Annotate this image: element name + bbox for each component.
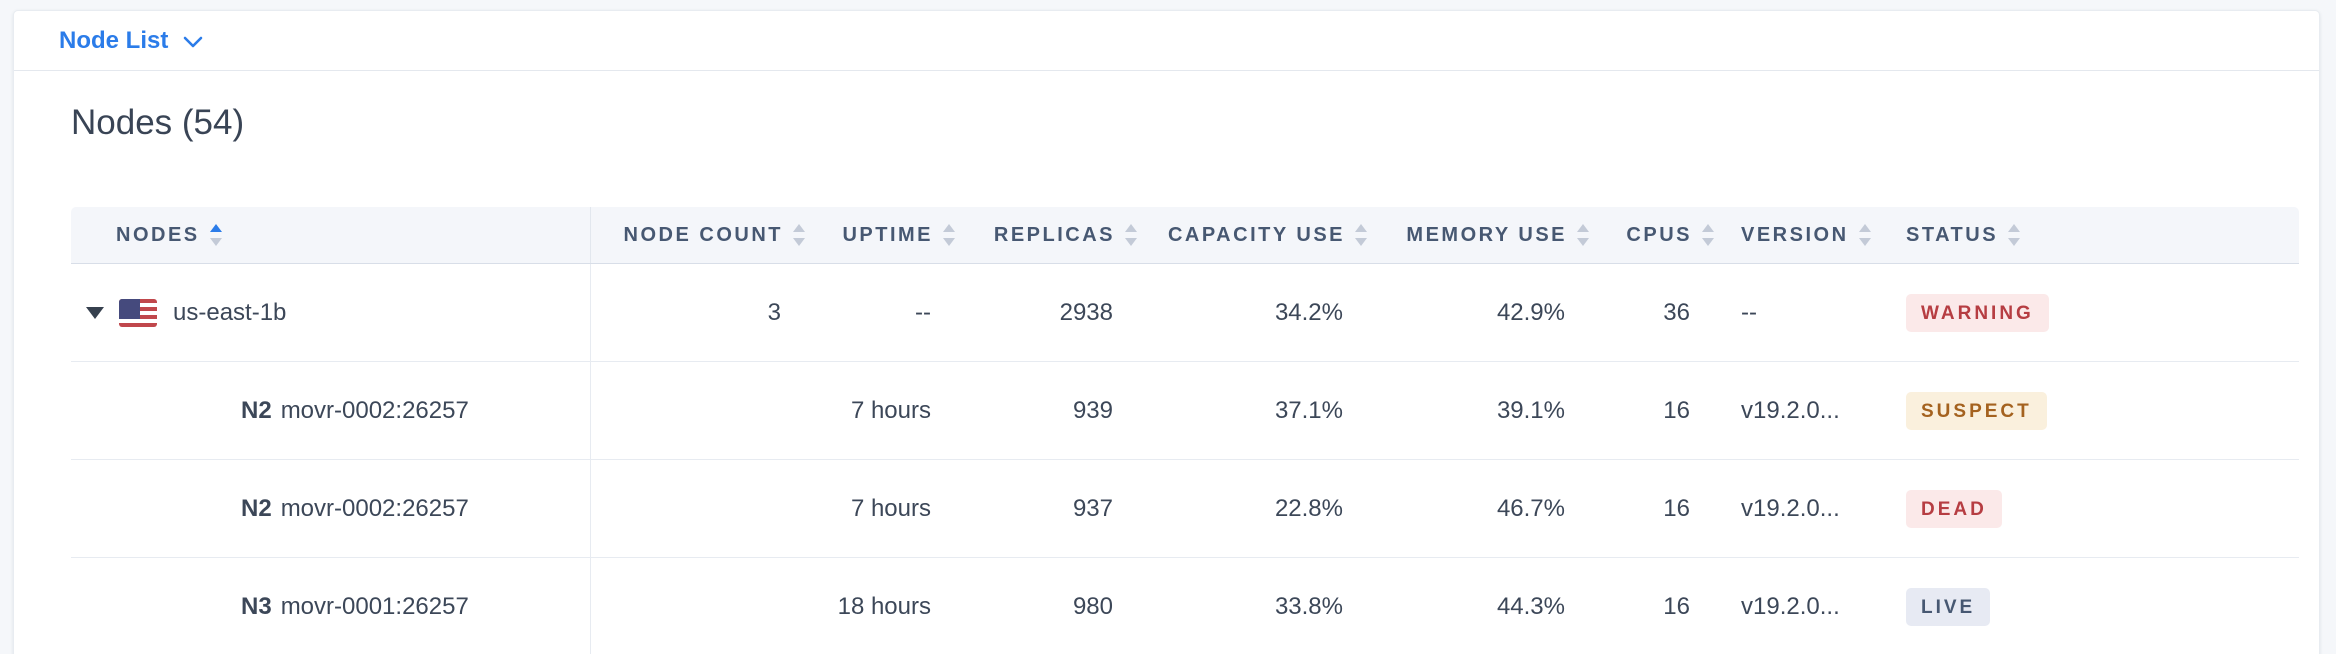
cpus-cell: 16 [1663, 592, 1690, 620]
uptime-cell: 7 hours [850, 494, 931, 522]
column-header-node-count[interactable]: NODE COUNT [591, 207, 806, 263]
node-id: N2 [241, 494, 272, 522]
sort-arrows-icon [209, 222, 223, 248]
column-header-label: VERSION [1741, 223, 1849, 246]
nodes-cell: N3 movr-0001:26257 [71, 558, 591, 654]
nodes-cell: N2 movr-0002:26257 [71, 460, 591, 557]
cpus-cell: 36 [1663, 298, 1690, 326]
sort-arrows-icon [1124, 222, 1138, 248]
memory-use-cell: 46.7% [1496, 494, 1565, 522]
column-header-label: STATUS [1906, 223, 1999, 246]
sort-arrows-icon [1354, 222, 1368, 248]
content-area: Nodes (54) NODES NODE COUNT UPTIME R [14, 101, 2319, 654]
node-list-card: Node List Nodes (54) NODES NODE COUNT [13, 10, 2320, 654]
sort-arrows-icon [1858, 222, 1872, 248]
version-cell: -- [1741, 298, 1757, 326]
status-badge: WARNING [1906, 293, 2049, 332]
nodes-cell: N2 movr-0002:26257 [71, 362, 591, 459]
status-badge: LIVE [1906, 587, 1991, 626]
status-badge: SUSPECT [1906, 391, 2047, 430]
nodes-cell: us-east-1b [71, 264, 591, 361]
column-header-uptime[interactable]: UPTIME [806, 207, 956, 263]
uptime-cell: 18 hours [837, 592, 931, 620]
column-header-label: CAPACITY USE [1167, 223, 1345, 246]
table-row[interactable]: N3 movr-0001:26257 18 hours 980 33.8% 44… [71, 558, 2299, 654]
table-row[interactable]: N2 movr-0002:26257 7 hours 939 37.1% 39.… [71, 362, 2299, 460]
replicas-cell: 2938 [1059, 298, 1113, 326]
table-row[interactable]: N2 movr-0002:26257 7 hours 937 22.8% 46.… [71, 460, 2299, 558]
status-cell: DEAD [1850, 489, 2299, 528]
cpus-cell: 16 [1663, 494, 1690, 522]
sort-arrows-icon [942, 222, 956, 248]
memory-use-cell: 39.1% [1496, 396, 1565, 424]
capacity-use-cell: 37.1% [1274, 396, 1343, 424]
column-header-label: UPTIME [842, 223, 933, 246]
page-title: Nodes (54) [71, 103, 245, 142]
us-flag-icon [119, 298, 157, 327]
node-name: movr-0001:26257 [280, 592, 469, 620]
version-cell: v19.2.0... [1741, 592, 1840, 620]
node-id: N2 [241, 396, 272, 424]
expand-caret-icon[interactable] [86, 306, 104, 319]
column-header-label: MEMORY USE [1406, 223, 1567, 246]
version-cell: v19.2.0... [1741, 494, 1840, 522]
replicas-cell: 937 [1072, 494, 1113, 522]
status-cell: LIVE [1850, 587, 2299, 626]
view-selector-label: Node List [59, 26, 169, 54]
sort-arrows-icon [2007, 222, 2021, 248]
sort-arrows-icon [792, 222, 806, 248]
capacity-use-cell: 34.2% [1274, 298, 1343, 326]
status-badge: DEAD [1906, 489, 2002, 528]
table-row[interactable]: us-east-1b 3 -- 2938 34.2% 42.9% 36 -- W… [71, 264, 2299, 362]
replicas-cell: 980 [1072, 592, 1113, 620]
status-cell: SUSPECT [1850, 391, 2299, 430]
table-header-row: NODES NODE COUNT UPTIME REPLICAS [71, 207, 2299, 264]
column-header-status[interactable]: STATUS [1850, 207, 2299, 263]
node-name: us-east-1b [173, 298, 287, 326]
column-header-label: NODES [116, 223, 200, 246]
column-header-replicas[interactable]: REPLICAS [956, 207, 1138, 263]
node-count-cell: 3 [767, 298, 781, 326]
memory-use-cell: 42.9% [1496, 298, 1565, 326]
node-name: movr-0002:26257 [280, 396, 469, 424]
topbar: Node List [14, 11, 2319, 71]
column-header-label: CPUS [1626, 223, 1692, 246]
column-header-label: NODE COUNT [623, 223, 783, 246]
column-header-capacity-use[interactable]: CAPACITY USE [1138, 207, 1368, 263]
column-header-cpus[interactable]: CPUS [1590, 207, 1715, 263]
capacity-use-cell: 22.8% [1274, 494, 1343, 522]
uptime-cell: 7 hours [850, 396, 931, 424]
memory-use-cell: 44.3% [1496, 592, 1565, 620]
nodes-table: NODES NODE COUNT UPTIME REPLICAS [71, 207, 2299, 654]
column-header-memory-use[interactable]: MEMORY USE [1368, 207, 1590, 263]
column-header-version[interactable]: VERSION [1715, 207, 1871, 263]
uptime-cell: -- [915, 298, 931, 326]
version-cell: v19.2.0... [1741, 396, 1840, 424]
replicas-cell: 939 [1072, 396, 1113, 424]
status-cell: WARNING [1850, 293, 2299, 332]
node-id: N3 [241, 592, 272, 620]
sort-arrows-icon [1701, 222, 1715, 248]
cpus-cell: 16 [1663, 396, 1690, 424]
table-body: us-east-1b 3 -- 2938 34.2% 42.9% 36 -- W… [71, 264, 2299, 654]
capacity-use-cell: 33.8% [1274, 592, 1343, 620]
view-selector-dropdown[interactable]: Node List [59, 27, 203, 55]
column-header-label: REPLICAS [993, 223, 1115, 246]
column-header-nodes[interactable]: NODES [71, 207, 591, 263]
sort-arrows-icon [1576, 222, 1590, 248]
node-name: movr-0002:26257 [280, 494, 469, 522]
chevron-down-icon [183, 27, 203, 55]
